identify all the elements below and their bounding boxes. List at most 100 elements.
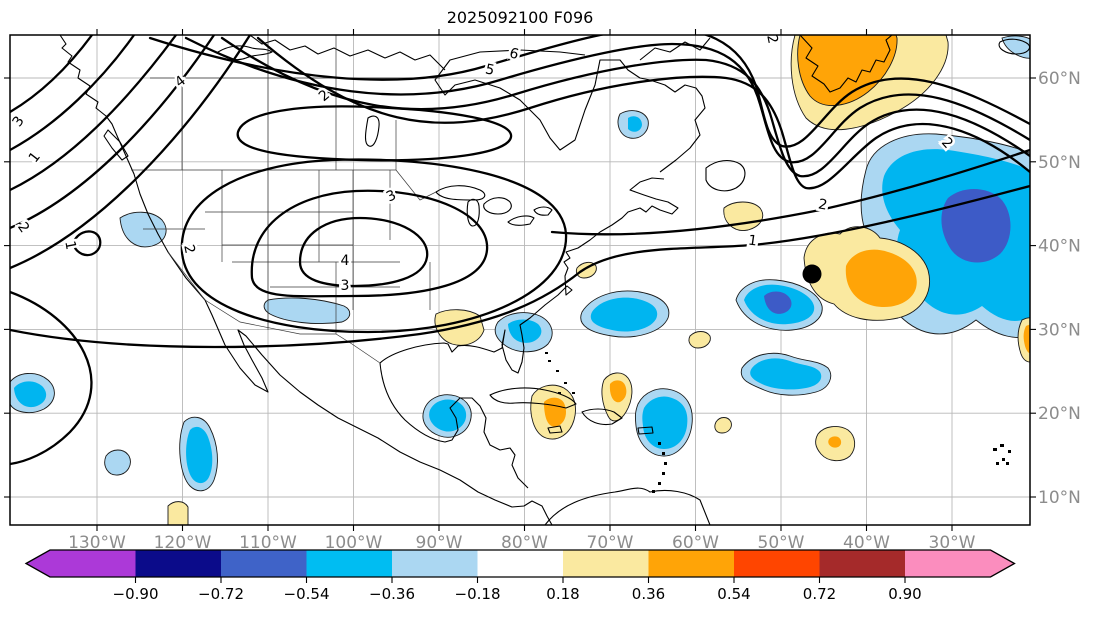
y-tick-label: 20°N [1038,404,1081,424]
lake-winnipeg [364,115,380,147]
fill-royal-near-marker [764,291,792,314]
colorbar-segment [648,550,734,577]
colorbar-segment [392,550,478,577]
colorbar-tick-label: −0.54 [284,585,330,603]
shaded-anomaly-regions [10,35,1030,525]
contour-label: 3 [384,187,399,205]
coast-arctic [249,35,446,71]
colorbar-segment [905,550,1015,577]
y-tick-label: 50°N [1038,153,1081,173]
colorbar-tick-label: 0.90 [888,585,921,603]
coast-greenland [799,35,893,93]
x-tick-label: 100°W [325,533,383,553]
cape-verde-islands [993,444,1011,465]
x-tick-label: 60°W [672,533,719,553]
coast-cuba [489,387,577,409]
fill-cyan-pacific-banana [186,426,213,484]
fill-royal-ne-atlantic [941,189,1011,263]
lake-erie [507,215,535,226]
fill-orange-teardrop [609,380,627,403]
coastlines [59,35,1030,525]
x-tick-label: 40°W [843,533,890,553]
x-tick-label: 30°W [929,533,976,553]
contour-label: 3 [10,113,28,129]
y-tick-label: 30°N [1038,320,1081,340]
fill-yellow-diamond-3 [714,417,732,434]
axis-tick-labels: 130°W 120°W 110°W 100°W 90°W 80°W 70°W 60°W 50°W… [4,29,1081,553]
colorbar-segment [477,550,563,577]
map-frame [9,34,1031,526]
coast-iceland [998,38,1030,55]
fill-cyan-pacific-edge [14,381,47,408]
contour-label: 3 [341,278,350,294]
coast-jamaica [547,425,563,434]
fill-yellow-bottom-pacific [167,501,189,525]
fill-cyan-quebec [628,116,642,132]
contour-lines [10,35,1030,466]
colorbar-tick-label: 0.36 [632,585,665,603]
x-tick-label: 130°W [68,533,126,553]
colorbar-tick-label: 0.72 [803,585,836,603]
colorbar-segment [734,550,820,577]
bahamas-islands [545,352,575,394]
coast-pacific-northamerica [59,35,553,525]
fill-cyan-carolinas [508,319,542,343]
coast-hispaniola [581,408,623,426]
fill-orange-greenland [797,35,898,106]
coast-baffin [639,37,711,61]
coast-puertorico [637,426,654,435]
colorbar-tick-label: 0.18 [546,585,579,603]
x-tick-label: 110°W [239,533,297,553]
coast-gulf-east [379,362,529,489]
lesser-antilles-islands [652,442,667,493]
x-tick-label: 120°W [154,533,212,553]
fill-cyan-s-curve [750,358,822,390]
contour-label: 6 [508,45,521,63]
lake-michigan [466,198,480,227]
x-tick-label: 90°W [416,533,463,553]
marker-layer [802,264,822,284]
fill-orange-right-edge [1023,324,1030,354]
colorbar-segment [819,550,905,577]
colorbar-tick-label: −0.18 [455,585,501,603]
colorbar-tick-label: −0.72 [198,585,244,603]
contour-label: 1 [747,232,758,249]
contour-label: 2 [180,243,198,255]
coast-labrador-hudson [434,49,706,173]
fill-lightblue-california [119,211,167,248]
lake-huron [483,197,512,215]
fill-cyan-midatlantic [590,297,658,332]
colorbar-segment [221,550,307,577]
colorbar-tick-label: −0.90 [113,585,159,603]
lake-superior [435,185,486,201]
contour-label: 2 [14,219,32,235]
colorbar-segment [306,550,392,577]
colorbar-segment [135,550,221,577]
fill-orange-central-atlantic [845,249,917,308]
fill-lightblue-newmexico [263,297,351,324]
chart-title: 2025092100 F096 [447,8,594,27]
fill-cyan-puertorico [642,396,688,449]
x-tick-label: 80°W [501,533,548,553]
colorbar-segment [563,550,649,577]
contour-label: 1 [26,149,44,166]
colorbar-segment [26,550,136,577]
coast-south-america [544,487,711,525]
x-tick-label: 70°W [587,533,634,553]
colorbar: −0.90 −0.72 −0.54 −0.36 −0.18 0.18 0.36 0.54 0.7… [24,549,1016,603]
fill-orange-southeast-dot [828,436,842,448]
contour-label: 5 [484,61,496,79]
colorbar-tick-label: 0.54 [717,585,750,603]
colorbar-tick-label: −0.36 [369,585,415,603]
y-tick-label: 10°N [1038,488,1081,508]
contour-label: 2 [817,196,829,213]
fill-yellow-diamond-2 [688,331,711,349]
contour-label: 4 [341,253,350,269]
coast-us-gulf [379,177,679,374]
fill-lightblue-pacific-round [104,449,131,476]
lake-ontario [533,206,553,216]
coast-vancouver-island [103,129,129,161]
y-tick-label: 60°N [1038,69,1081,89]
